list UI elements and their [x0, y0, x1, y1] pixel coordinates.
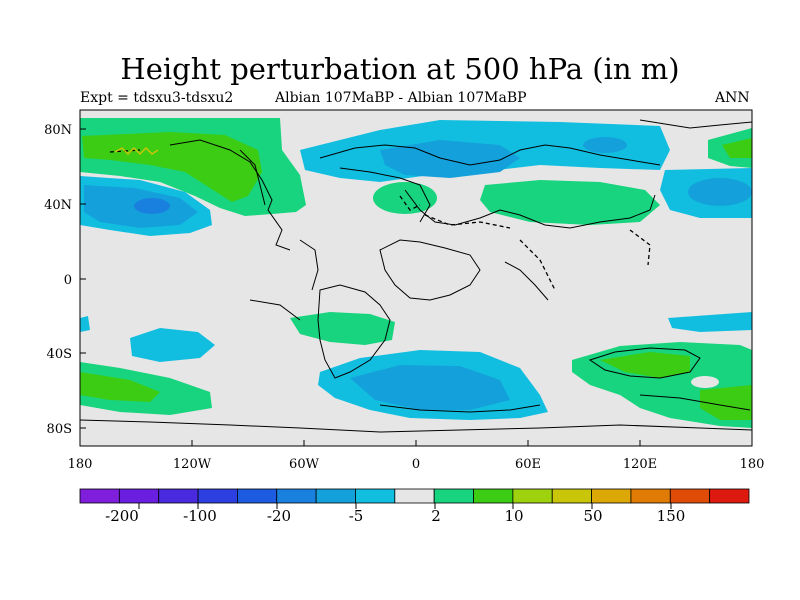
contour-positive-samerica	[290, 312, 395, 345]
contour-positive-central	[480, 180, 660, 225]
colorbar-swatch	[237, 488, 278, 504]
experiment-label: Expt = tdsxu3-tdsxu2	[80, 90, 234, 106]
colorbar-swatch	[591, 488, 632, 504]
contour-strong-positive-ne	[722, 138, 752, 158]
x-tick-label: 0	[412, 457, 420, 472]
colorbar-swatch	[473, 488, 514, 504]
contour-strong-negative-south	[350, 365, 510, 410]
y-tick-label: 40N	[44, 198, 72, 213]
colorbar-swatch	[79, 488, 120, 504]
plot-title: Height perturbation at 500 hPa (in m)	[120, 52, 680, 86]
contour-negative-se-band	[668, 312, 752, 332]
x-tick-label: 180	[740, 457, 765, 472]
contour-strong-positive-nw	[82, 132, 262, 202]
contour-strong-positive-sw	[80, 372, 160, 402]
y-tick-label: 80S	[47, 422, 72, 437]
colorbar-swatch	[276, 488, 317, 504]
colorbar-swatch	[394, 488, 435, 504]
contour-positive-atlantic	[373, 182, 437, 214]
colorbar-label: 2	[431, 507, 441, 525]
colorbar-swatch	[197, 488, 238, 504]
contour-strong-positive-se2	[700, 385, 752, 420]
colorbar-label: -100	[183, 507, 217, 525]
colorbar-swatch	[158, 488, 199, 504]
colorbar-swatch	[433, 488, 474, 504]
contour-negative-sw	[130, 328, 215, 362]
coastlines	[80, 119, 752, 433]
colorbar	[79, 488, 750, 504]
x-tick-label: 180	[68, 457, 93, 472]
x-tick-label: 60W	[289, 457, 320, 472]
contour-fields	[80, 118, 752, 433]
contour-strong-positive-se	[600, 352, 690, 378]
colorbar-label: -5	[349, 507, 364, 525]
contour-neutral-hole	[691, 376, 719, 388]
colorbar-label: -20	[267, 507, 291, 525]
colorbar-swatch	[551, 488, 592, 504]
colorbar-swatch	[709, 488, 750, 504]
contour-strong-negative-north	[380, 140, 520, 178]
y-tick-label: 80N	[44, 123, 72, 138]
x-tick-label: 120E	[623, 457, 657, 472]
contour-negative-east-small	[80, 316, 90, 332]
colorbar-label: 50	[583, 507, 602, 525]
colorbar-swatch	[630, 488, 671, 504]
season-label: ANN	[715, 90, 750, 106]
y-tick-label: 0	[64, 273, 72, 288]
x-tick-label: 120W	[173, 457, 212, 472]
colorbar-swatch	[669, 488, 711, 504]
contour-core-negative-east	[688, 178, 752, 206]
yellow-contour-line	[114, 146, 159, 156]
contour-core-negative-north	[583, 137, 627, 153]
y-tick-label: 40S	[47, 347, 72, 362]
axis-ticks	[79, 128, 753, 446]
colorbar-label: 10	[504, 507, 523, 525]
contour-core-negative-nw	[134, 198, 170, 214]
colorbar-swatch	[512, 488, 553, 504]
colorbar-swatch	[118, 488, 160, 504]
period-label: Albian 107MaBP - Albian 107MaBP	[275, 90, 527, 106]
colorbar-label: 150	[657, 507, 686, 525]
colorbar-ticks	[138, 503, 672, 509]
colorbar-swatch	[355, 488, 396, 504]
colorbar-swatch	[315, 488, 356, 504]
colorbar-label: -200	[105, 507, 139, 525]
x-tick-label: 60E	[515, 457, 541, 472]
